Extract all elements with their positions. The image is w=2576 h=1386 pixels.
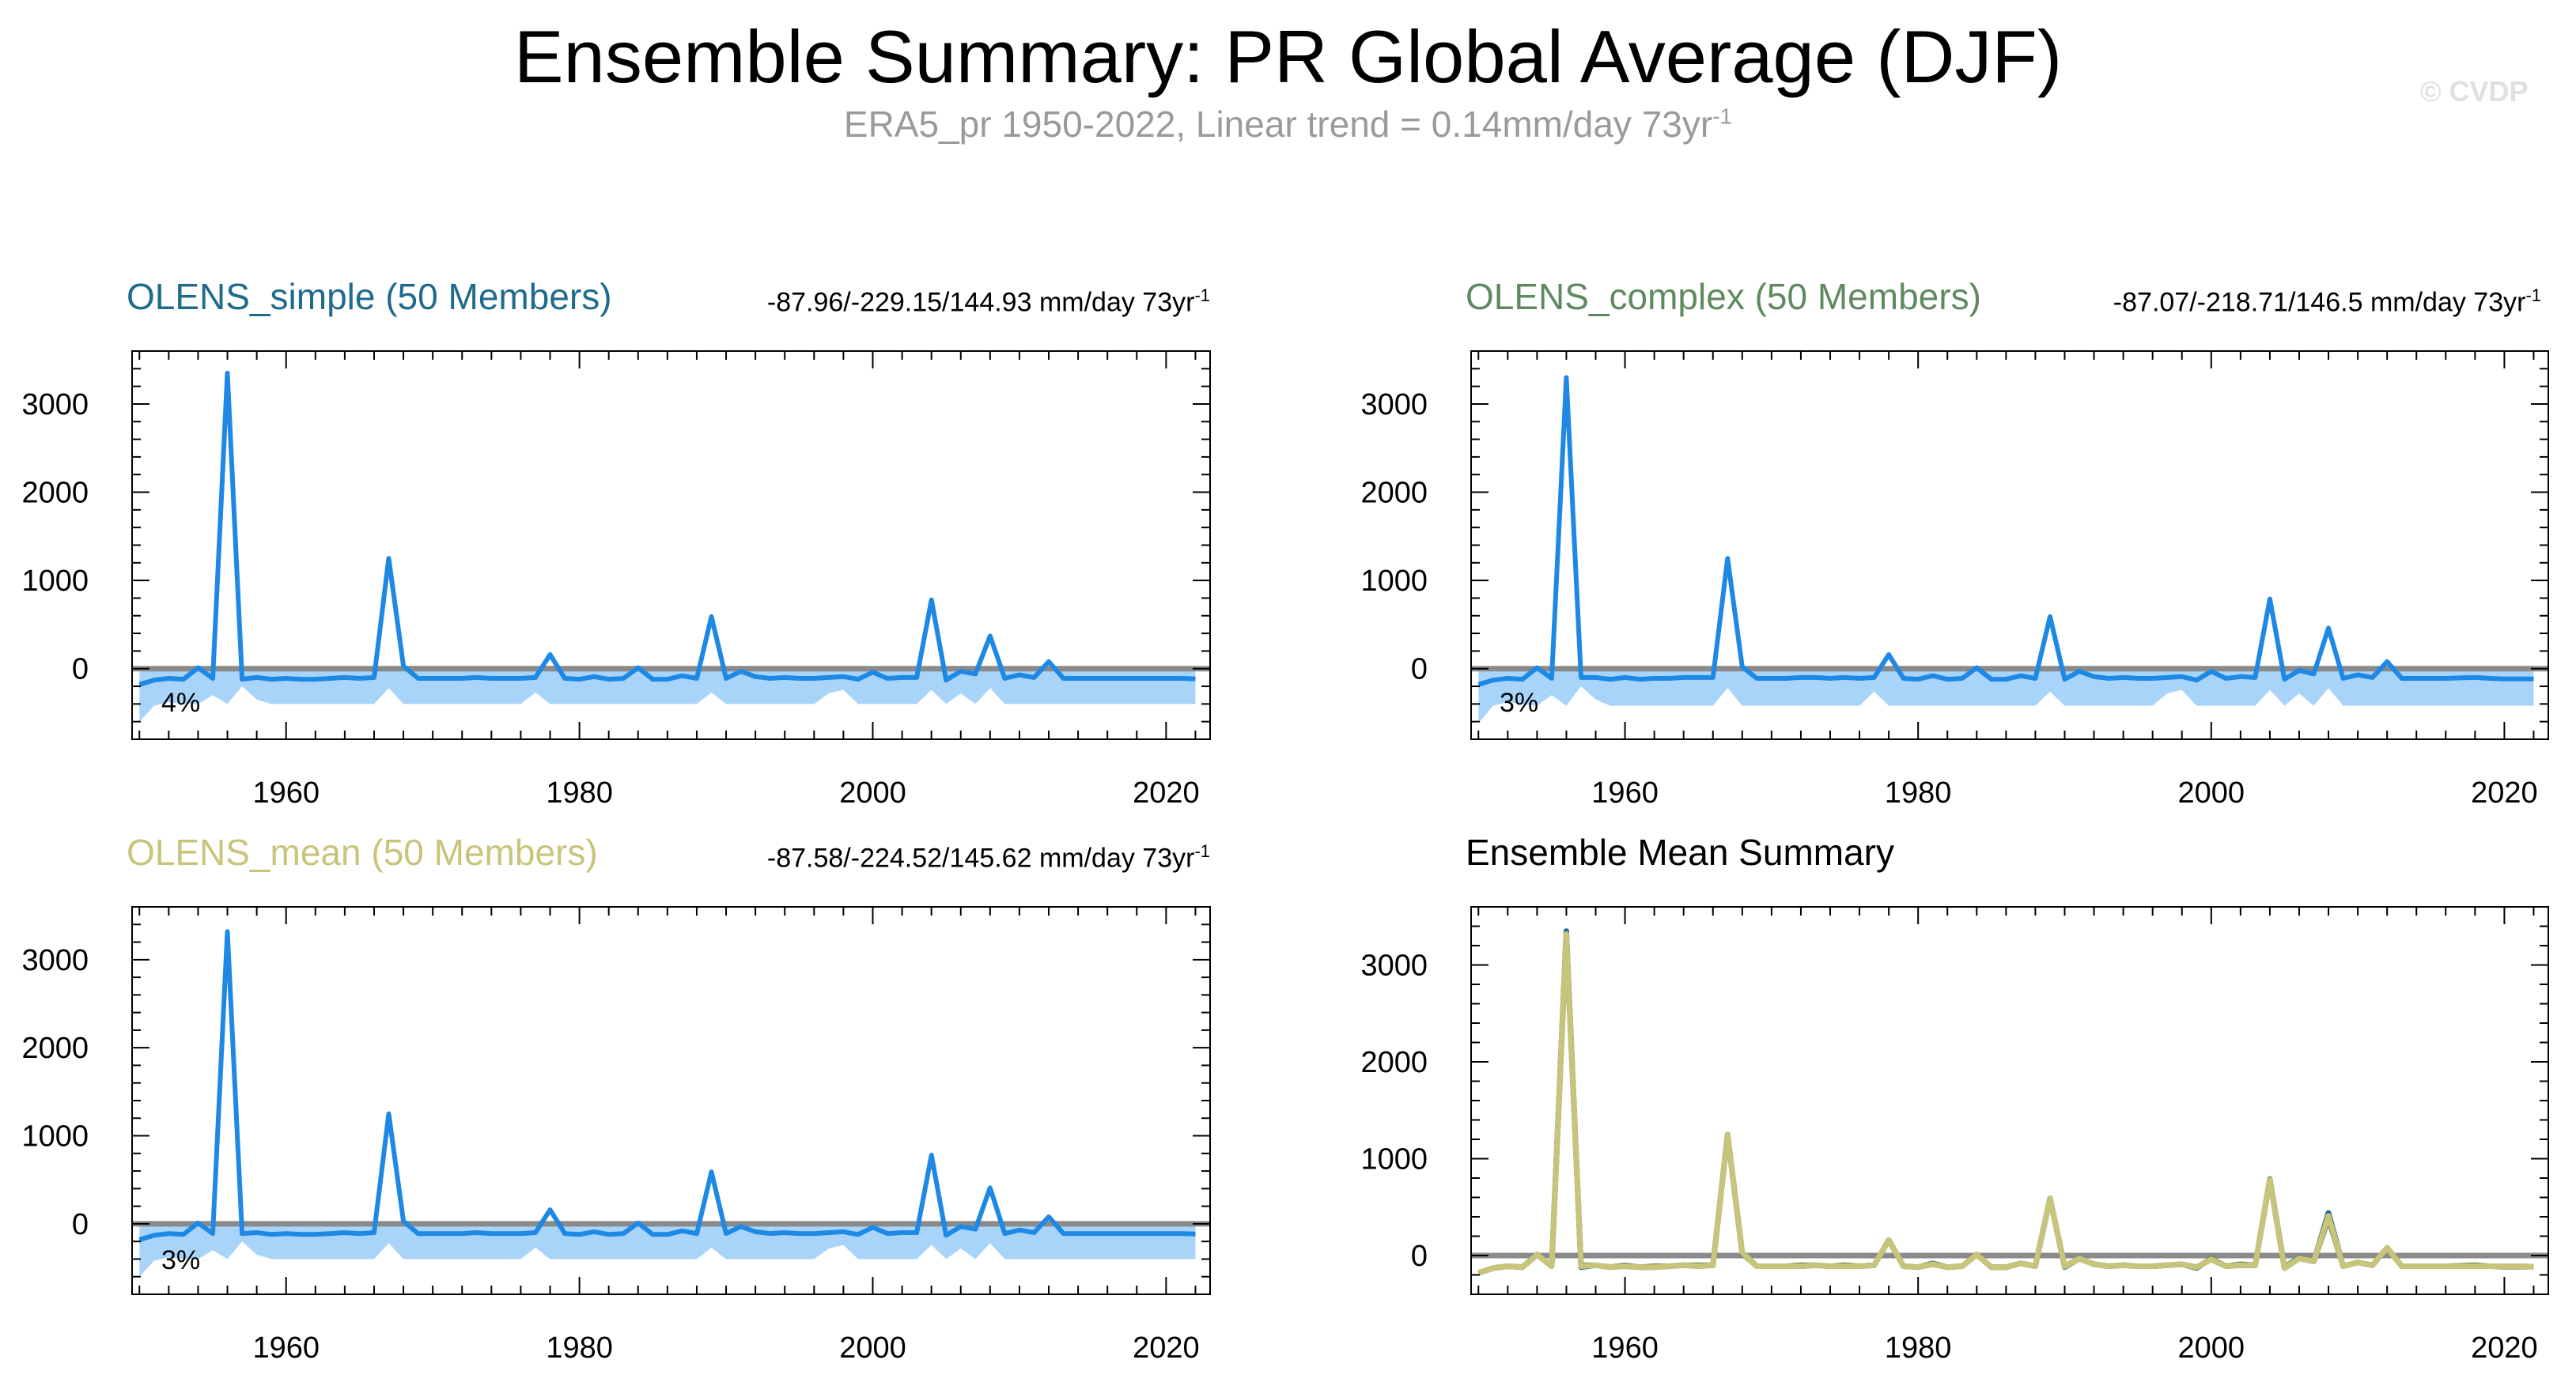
panel-mean: 0 1000 2000 3000 1960 1980 2000 2020 3% — [21, 906, 1211, 1365]
xtick-label-mean: 2020 — [1133, 1331, 1200, 1365]
xtick-label-complex: 2000 — [2178, 776, 2245, 810]
spread-band-mean — [139, 1223, 1196, 1277]
subtitle-superscript: -1 — [1712, 104, 1733, 129]
ytick-label-complex: 1000 — [1360, 565, 1428, 598]
xtick-label-complex: 1980 — [1885, 776, 1952, 810]
panel-complex: 0 1000 2000 3000 1960 1980 2000 2020 3% — [1360, 350, 2549, 810]
spread-band-complex — [1478, 668, 2534, 723]
stats-sup-simple: -1 — [1194, 285, 1210, 305]
panel-title-complex: OLENS_complex (50 Members) — [1466, 276, 1981, 317]
panel-title-summary: Ensemble Mean Summary — [1466, 832, 1894, 873]
xtick-label-simple: 2020 — [1133, 776, 1200, 810]
panel-title-simple: OLENS_simple (50 Members) — [127, 276, 612, 317]
ytick-label-mean: 3000 — [21, 944, 89, 977]
xtick-label-mean: 1980 — [546, 1331, 613, 1365]
subtitle-text: ERA5_pr 1950-2022, Linear trend = 0.14mm… — [843, 104, 1713, 145]
stats-text-complex: -87.07/-218.71/146.5 mm/day 73yr — [2113, 287, 2526, 318]
ytick-label-simple: 2000 — [21, 477, 89, 510]
panel-stats-simple: -87.96/-229.15/144.93 mm/day 73yr-1 — [766, 285, 1210, 318]
ytick-label-summary: 3000 — [1360, 950, 1428, 983]
xtick-label-complex: 2020 — [2471, 776, 2538, 810]
series-line-mean-0 — [138, 929, 1196, 1242]
ytick-label-mean: 0 — [72, 1208, 89, 1241]
stats-sup-mean: -1 — [1194, 841, 1210, 861]
xtick-label-mean: 2000 — [839, 1331, 906, 1365]
panel-summary: 0 1000 2000 3000 1960 1980 2000 2020 — [1360, 906, 2549, 1365]
ytick-label-complex: 2000 — [1360, 477, 1428, 510]
ytick-label-mean: 1000 — [21, 1120, 89, 1154]
ytick-label-mean: 2000 — [21, 1032, 89, 1065]
ytick-label-simple: 0 — [72, 653, 89, 686]
percent-label-complex: 3% — [1500, 688, 1538, 718]
xtick-label-simple: 1960 — [252, 776, 320, 810]
ytick-label-complex: 3000 — [1360, 388, 1428, 421]
ytick-label-simple: 3000 — [21, 388, 89, 421]
panel-stats-complex: -87.07/-218.71/146.5 mm/day 73yr-1 — [2113, 285, 2541, 318]
xtick-label-summary: 2000 — [2178, 1331, 2245, 1365]
panel-title-mean: OLENS_mean (50 Members) — [127, 832, 598, 873]
ytick-label-summary: 1000 — [1360, 1143, 1428, 1176]
xtick-label-mean: 1960 — [252, 1331, 320, 1365]
xtick-label-simple: 1980 — [546, 776, 613, 810]
series-line-complex-0 — [1477, 375, 2534, 687]
plot-frame-summary — [1470, 906, 2549, 1295]
series-line-summary-2 — [1477, 931, 2534, 1276]
xtick-label-simple: 2000 — [839, 776, 906, 810]
ytick-label-summary: 2000 — [1360, 1046, 1428, 1079]
xtick-label-summary: 1960 — [1591, 1331, 1659, 1365]
series-line-summary-1 — [1477, 933, 2534, 1276]
copyright-watermark: © CVDP — [2420, 75, 2529, 108]
stats-text-mean: -87.58/-224.52/145.62 mm/day 73yr — [766, 843, 1195, 874]
stats-text-simple: -87.96/-229.15/144.93 mm/day 73yr — [766, 287, 1195, 318]
series-line-simple-0 — [138, 370, 1196, 687]
panel-simple: 0 1000 2000 3000 1960 1980 2000 2020 4% — [21, 350, 1211, 810]
spread-band-simple — [139, 668, 1196, 722]
panel-stats-mean: -87.58/-224.52/145.62 mm/day 73yr-1 — [766, 841, 1210, 874]
ytick-label-summary: 0 — [1411, 1240, 1428, 1273]
xtick-label-complex: 1960 — [1591, 776, 1659, 810]
page-title: Ensemble Summary: PR Global Average (DJF… — [513, 15, 2063, 98]
ytick-label-complex: 0 — [1411, 653, 1428, 686]
percent-label-mean: 3% — [161, 1245, 200, 1275]
ytick-label-simple: 1000 — [21, 565, 89, 598]
percent-label-simple: 4% — [161, 688, 200, 718]
xtick-label-summary: 1980 — [1885, 1331, 1952, 1365]
xtick-label-summary: 2020 — [2471, 1331, 2538, 1365]
series-line-summary-0 — [1477, 928, 2534, 1276]
page-subtitle: ERA5_pr 1950-2022, Linear trend = 0.14mm… — [0, 104, 2576, 145]
stats-sup-complex: -1 — [2525, 285, 2541, 305]
